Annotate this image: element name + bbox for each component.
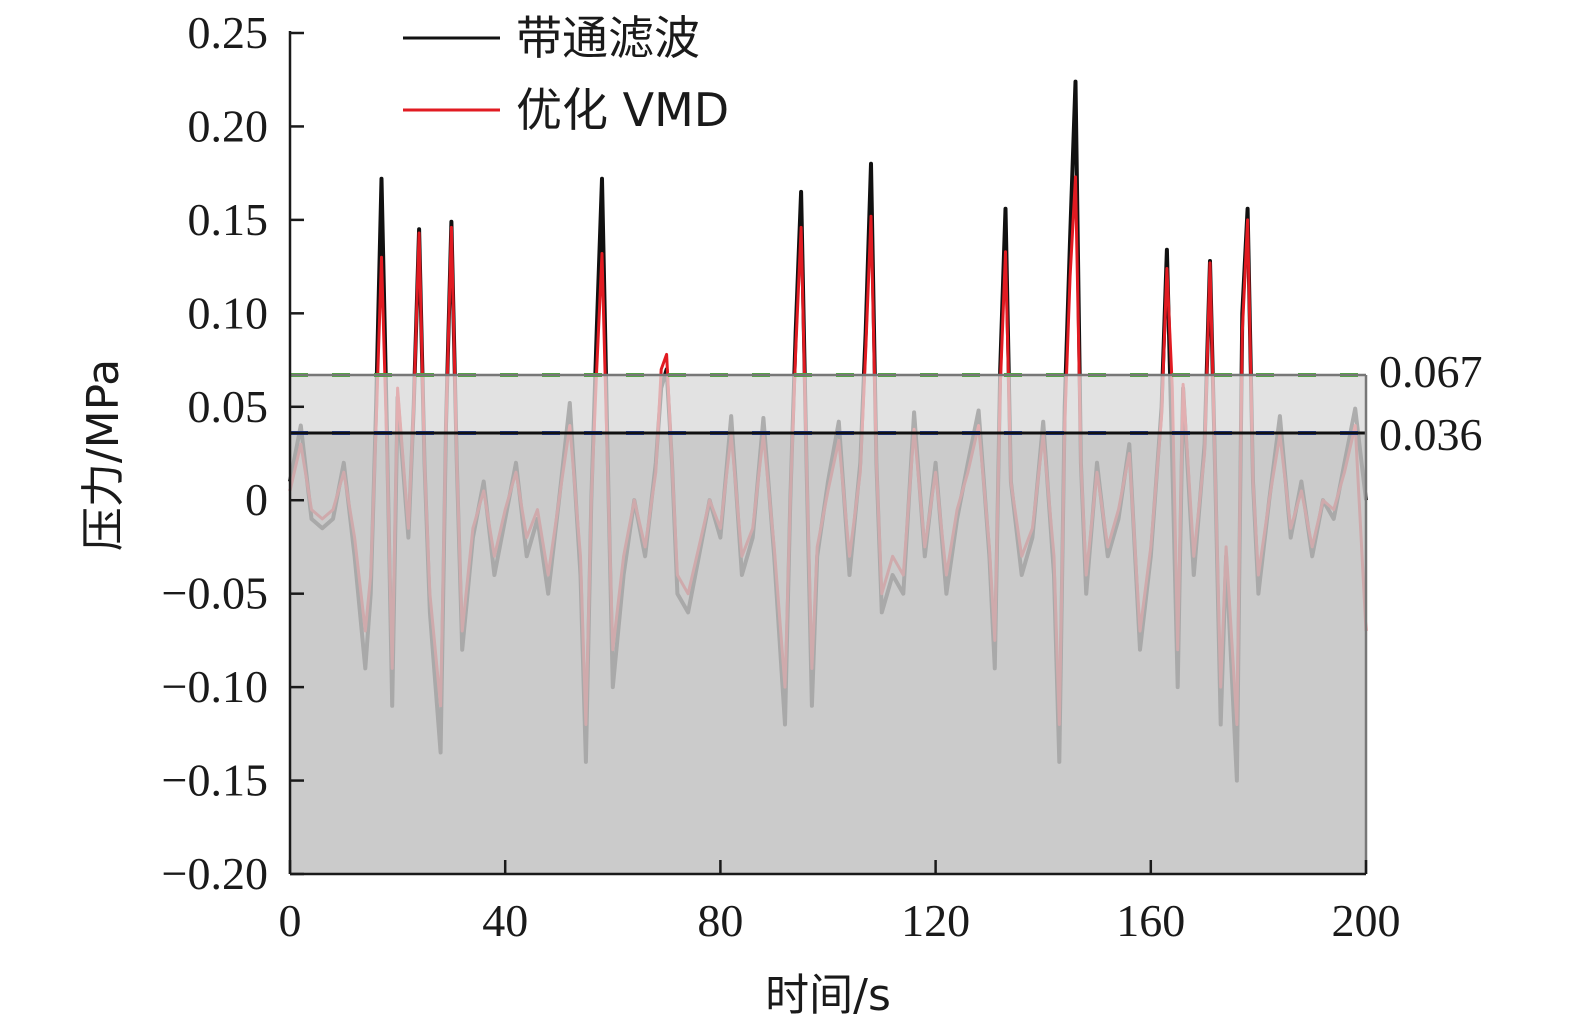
y-tick-label: −0.10 xyxy=(162,661,268,712)
y-axis-title: 压力/MPa xyxy=(78,359,129,551)
x-tick-label: 0 xyxy=(279,895,302,946)
y-tick-label: 0.15 xyxy=(188,194,269,245)
x-tick-label: 120 xyxy=(901,895,970,946)
y-tick-label: 0.20 xyxy=(188,100,269,151)
threshold-label-0.036: 0.036 xyxy=(1379,409,1483,460)
y-tick-label: 0.25 xyxy=(188,7,269,58)
y-tick-label: −0.20 xyxy=(162,848,268,899)
axes: 0.25 0.20 0.15 0.10 0.05 0 −0.05 −0.10 −0.15 −0.2… xyxy=(162,7,1401,946)
legend-label-1: 带通滤波 xyxy=(516,11,700,65)
x-tick-label: 200 xyxy=(1332,895,1401,946)
x-tick-label: 40 xyxy=(482,895,528,946)
upper-band-overlay xyxy=(290,375,1366,433)
y-tick-label: 0.10 xyxy=(188,287,269,338)
threshold-layer: 0.067 0.036 xyxy=(290,346,1483,874)
legend-label-2: 优化 VMD xyxy=(516,83,729,137)
overlay-layer xyxy=(290,375,1366,874)
x-tick-label: 160 xyxy=(1116,895,1185,946)
threshold-label-0.067: 0.067 xyxy=(1379,346,1483,397)
x-axis-title: 时间/s xyxy=(765,970,891,1021)
y-tick-label: 0 xyxy=(245,474,268,525)
y-tick-label: −0.05 xyxy=(162,568,268,619)
lower-region-overlay xyxy=(290,432,1366,874)
x-tick-label: 80 xyxy=(697,895,743,946)
y-tick-label: −0.15 xyxy=(162,755,268,806)
y-tick-label: 0.05 xyxy=(188,381,269,432)
